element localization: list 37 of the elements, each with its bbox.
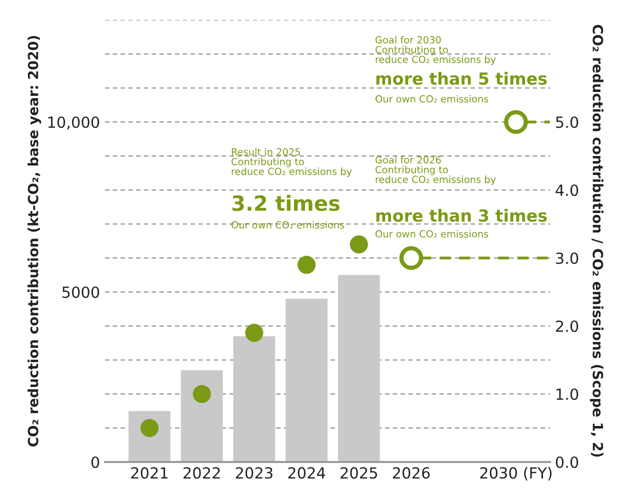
- y-tick-label: 5000: [62, 286, 100, 298]
- y2-tick-label: 0.0: [556, 456, 578, 468]
- annotation: Goal for 2030 Contributing to reduce CO₂ emissions by: [376, 36, 496, 65]
- y2-tick-label: 4.0: [556, 184, 578, 196]
- annotation: more than 5 times: [376, 72, 547, 85]
- annotation: 3.2 times: [232, 194, 340, 212]
- point: [504, 110, 528, 134]
- x-tick-label: 2022: [184, 467, 220, 479]
- x-tick-label: 2026: [392, 467, 430, 479]
- point: [192, 384, 211, 404]
- annotation: Our own CO₂ emissions: [376, 95, 488, 103]
- y2-tick-label: 3.0: [556, 252, 578, 264]
- bar: [286, 298, 328, 462]
- y2-tick-label: 5.0: [556, 116, 578, 128]
- x-tick-label: 2025: [340, 467, 378, 479]
- y-tick-label: 10,000: [48, 116, 100, 130]
- x-tick-label: 2021: [131, 467, 168, 479]
- point: [399, 246, 424, 270]
- annotation: more than 3 times: [376, 208, 547, 222]
- annotation: Our own CO₂ emissions: [232, 221, 344, 229]
- annotation: Goal for 2026 Contributing to reduce CO₂ emissions by: [376, 156, 496, 185]
- x-tick-label: 2030 (FY): [480, 466, 552, 480]
- x-tick-label: 2023: [236, 467, 272, 479]
- bar: [338, 275, 380, 462]
- bar: [233, 336, 276, 462]
- bar: [180, 370, 223, 462]
- y2-tick-label: 1.0: [556, 388, 578, 400]
- annotation: Result in 2025 Contributing to reduce CO₂ emissions by: [232, 148, 352, 177]
- point: [245, 324, 264, 342]
- y-axis-title: CO₂ reduction contribution (kt-CO₂, base year: 2020): [28, 36, 42, 447]
- point: [350, 235, 368, 254]
- x-tick-label: 2024: [288, 467, 326, 479]
- annotation: Our own CO₂ emissions: [376, 230, 488, 238]
- point: [298, 256, 316, 274]
- y2-tick-label: 2.0: [556, 320, 578, 332]
- y2-axis-title: CO₂ reduction contribution / CO₂ emissions (Scope 1, 2): [590, 24, 604, 457]
- y-tick-label: 0: [91, 456, 100, 468]
